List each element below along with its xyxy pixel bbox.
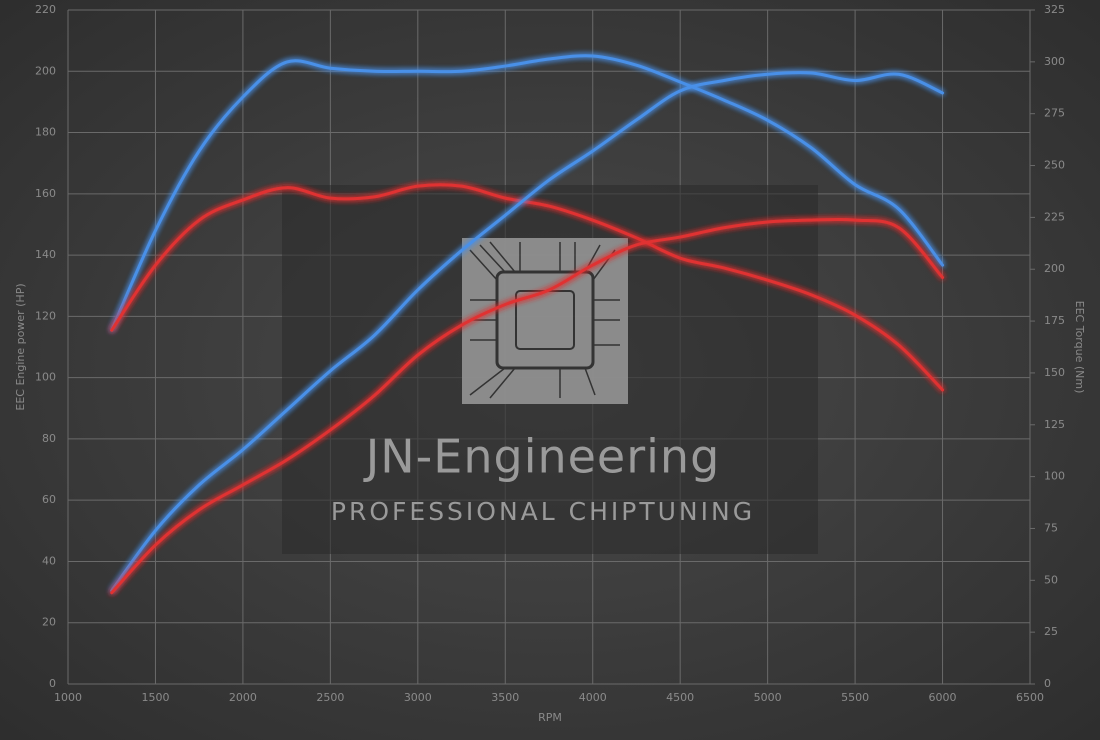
x-tick-label: 2500 — [316, 691, 344, 704]
y-tick-label: 160 — [35, 187, 56, 200]
x-axis-label: RPM — [538, 711, 562, 724]
y2-tick-label: 250 — [1044, 159, 1065, 172]
y-tick-label: 140 — [35, 248, 56, 261]
y2-tick-label: 50 — [1044, 573, 1058, 586]
y2-tick-label: 175 — [1044, 314, 1065, 327]
y-tick-label: 220 — [35, 3, 56, 16]
x-tick-label: 5500 — [841, 691, 869, 704]
y2-tick-label: 300 — [1044, 55, 1065, 68]
lines — [110, 54, 945, 595]
y-tick-label: 60 — [42, 493, 56, 506]
x-tick-label: 3500 — [491, 691, 519, 704]
y2-tick-label: 225 — [1044, 210, 1065, 223]
watermark: JN-Engineering PROFESSIONAL CHIPTUNING — [282, 185, 818, 554]
watermark-subtitle: PROFESSIONAL CHIPTUNING — [331, 497, 755, 526]
y-tick-label: 80 — [42, 432, 56, 445]
series-line — [110, 54, 945, 332]
x-tick-label: 4000 — [579, 691, 607, 704]
x-tick-label: 4500 — [666, 691, 694, 704]
x-tick-label: 5000 — [754, 691, 782, 704]
y-tick-label: 180 — [35, 126, 56, 139]
x-tick-label: 6000 — [929, 691, 957, 704]
watermark-title: JN-Engineering — [363, 430, 721, 484]
y-axis-label: EEC Engine power (HP) — [14, 283, 27, 410]
series-line — [110, 217, 945, 595]
x-tick-label: 1000 — [54, 691, 82, 704]
x-tick-label: 6500 — [1016, 691, 1044, 704]
y2-tick-label: 100 — [1044, 470, 1065, 483]
y-tick-label: 0 — [49, 677, 56, 690]
y2-tick-label: 25 — [1044, 625, 1058, 638]
chip-icon — [462, 238, 628, 404]
series-line — [110, 183, 945, 392]
y2-tick-label: 200 — [1044, 262, 1065, 275]
y-tick-label: 20 — [42, 616, 56, 629]
x-tick-label: 1500 — [141, 691, 169, 704]
series-line — [110, 71, 945, 593]
y-tick-label: 40 — [42, 554, 56, 567]
y2-tick-label: 125 — [1044, 418, 1065, 431]
y2-axis-label: EEC Torque (Nm) — [1073, 301, 1086, 394]
x-tick-label: 3000 — [404, 691, 432, 704]
y-tick-label: 120 — [35, 309, 56, 322]
x-tick-label: 2000 — [229, 691, 257, 704]
y2-tick-label: 150 — [1044, 366, 1065, 379]
y-tick-label: 200 — [35, 64, 56, 77]
y2-tick-label: 0 — [1044, 677, 1051, 690]
y2-tick-label: 275 — [1044, 107, 1065, 120]
y2-tick-label: 325 — [1044, 3, 1065, 16]
y2-tick-label: 75 — [1044, 521, 1058, 534]
y-tick-label: 100 — [35, 371, 56, 384]
